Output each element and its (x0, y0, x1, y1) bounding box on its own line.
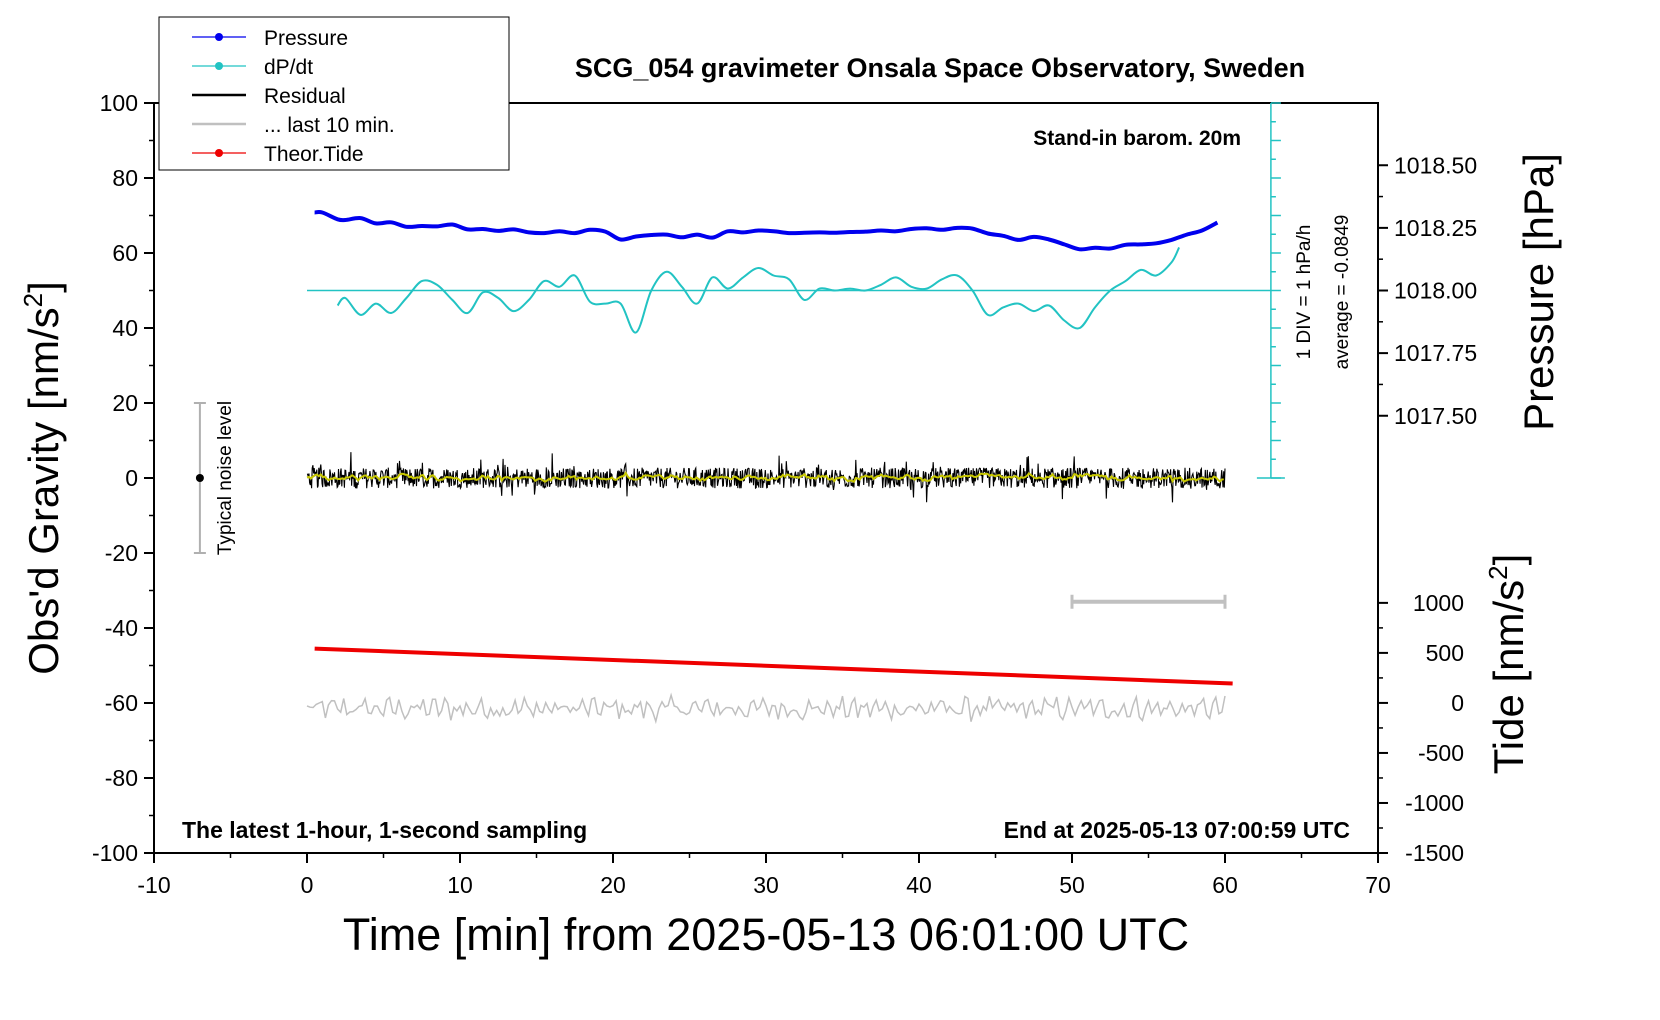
series-theor-tide (314, 646, 1233, 686)
y-axis-pressure: 1017.50 1017.75 1018.00 1018.25 1018.50 (1378, 152, 1477, 429)
y-tick-label: 40 (112, 315, 138, 341)
x-tick-label: 20 (600, 872, 626, 898)
y-tick-label: -20 (105, 540, 138, 566)
x-tick-label: 60 (1212, 872, 1238, 898)
y-tick-label: 20 (112, 390, 138, 416)
tide-tick-label: -500 (1418, 740, 1464, 766)
y-tick-label: -100 (92, 840, 138, 866)
series-layer (306, 210, 1271, 725)
series-dpdt (336, 246, 1181, 334)
series-residual-smoothed (306, 470, 1224, 484)
x-tick-label: -10 (137, 872, 170, 898)
x-tick-label: 40 (906, 872, 932, 898)
pressure-tick-label: 1018.25 (1394, 215, 1477, 241)
annotation-layer (193, 402, 1227, 609)
footer-right-note: End at 2025-05-13 07:00:59 UTC (1004, 817, 1350, 843)
y-left-label-main: Obs'd Gravity [nm/s (20, 307, 67, 674)
tide-tick-label: 500 (1426, 640, 1464, 666)
pressure-tick-label: 1017.75 (1394, 340, 1477, 366)
y-tick-label: -60 (105, 690, 138, 716)
x-tick-label: 30 (753, 872, 779, 898)
x-tick-label: 70 (1365, 872, 1391, 898)
x-tick-label: 10 (447, 872, 473, 898)
dpdt-scale-note: 1 DIV = 1 hPa/h (1294, 225, 1315, 360)
y-axis-left: -100 -80 -60 -40 -20 0 20 40 60 80 100 (92, 90, 154, 866)
series-last-10-min (306, 692, 1226, 725)
series-pressure (314, 210, 1219, 252)
tide-tick-label: 1000 (1413, 590, 1464, 616)
legend-marker (215, 62, 223, 70)
tide-label-main: Tide [nm/s (1485, 580, 1532, 775)
tide-label-end: ] (1485, 554, 1532, 566)
y-tick-label: 0 (125, 465, 138, 491)
y-axis-pressure-label: Pressure [hPa] (1515, 153, 1562, 431)
tide-tick-label: -1500 (1405, 840, 1464, 866)
legend: Pressure dP/dt Residual ... last 10 min. The… (158, 16, 510, 171)
legend-label: Theor.Tide (264, 143, 364, 166)
legend-label: Residual (264, 85, 346, 108)
noise-bar-center-dot (195, 474, 204, 482)
footer-left-note: The latest 1-hour, 1-second sampling (182, 817, 587, 843)
y-tick-label: 100 (100, 90, 138, 116)
noise-level-note: Typical noise level (215, 401, 236, 555)
x-tick-label: 0 (301, 872, 314, 898)
x-axis: -10 0 10 20 30 40 50 60 70 (137, 853, 1391, 898)
pressure-tick-label: 1018.00 (1394, 278, 1477, 304)
dpdt-average-note: average = -0.0849 (1332, 215, 1353, 370)
legend-label: ... last 10 min. (264, 114, 395, 137)
legend-marker (215, 149, 223, 157)
pressure-tick-label: 1017.50 (1394, 403, 1477, 429)
y-tick-label: -80 (105, 765, 138, 791)
tide-tick-label: 0 (1451, 690, 1464, 716)
tide-label-sup: 2 (1483, 565, 1513, 579)
y-axis-tide-label: Tide [nm/s2] (1483, 554, 1532, 775)
legend-marker (215, 33, 223, 41)
legend-label: dP/dt (264, 56, 313, 79)
y-left-label-end: ] (20, 281, 67, 293)
y-tick-label: -40 (105, 615, 138, 641)
x-tick-label: 50 (1059, 872, 1085, 898)
y-left-label-sup: 2 (18, 293, 48, 307)
tide-tick-label: -1000 (1405, 790, 1464, 816)
barometer-note: Stand-in barom. 20m (1033, 127, 1241, 150)
legend-entries: Pressure dP/dt Residual ... last 10 min. The… (192, 27, 395, 166)
y-tick-label: 80 (112, 165, 138, 191)
x-axis-label: Time [min] from 2025-05-13 06:01:00 UTC (343, 909, 1189, 960)
y-axis-left-label: Obs'd Gravity [nm/s2] (18, 281, 67, 675)
pressure-tick-label: 1018.50 (1394, 152, 1477, 178)
legend-box (158, 16, 510, 171)
chart-title: SCG_054 gravimeter Onsala Space Observat… (575, 53, 1305, 83)
legend-label: Pressure (264, 27, 348, 50)
y-tick-label: 60 (112, 240, 138, 266)
y-axis-tide: -1500 -1000 -500 0 500 1000 (1378, 590, 1464, 866)
